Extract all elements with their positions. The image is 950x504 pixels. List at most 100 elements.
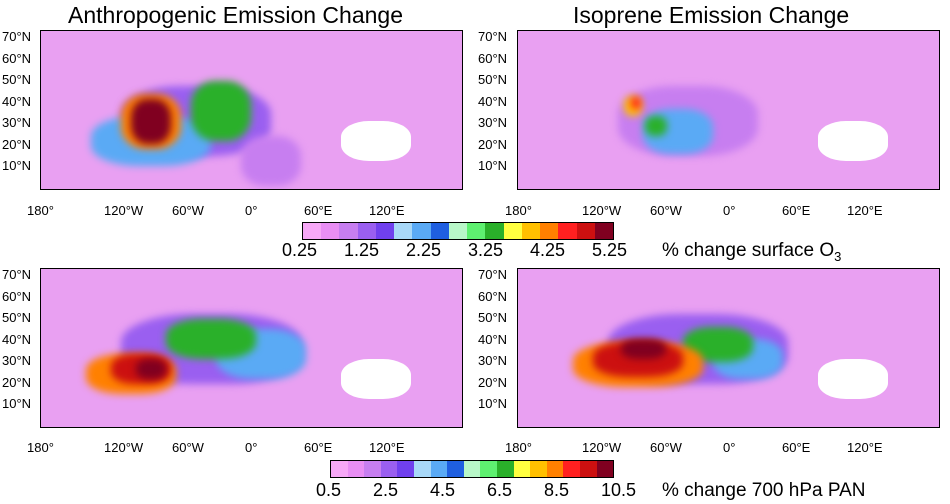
lon-label: 120°E bbox=[369, 440, 405, 455]
colorbar-tick: 6.5 bbox=[487, 480, 513, 500]
field-region bbox=[136, 359, 166, 379]
colorbar-tick: 8.5 bbox=[544, 480, 570, 500]
lon-label: 0° bbox=[723, 440, 736, 455]
colorbar-swatch bbox=[347, 461, 365, 477]
lat-label: 10°N bbox=[2, 158, 32, 173]
land-mask bbox=[341, 359, 411, 399]
colorbar-swatch bbox=[579, 461, 597, 477]
colorbar-swatch bbox=[596, 461, 614, 477]
lon-label: 120°W bbox=[582, 440, 622, 455]
colorbar-swatch bbox=[430, 461, 448, 477]
lon-label: 120°W bbox=[104, 203, 144, 218]
field-region bbox=[241, 136, 301, 186]
colorbar-swatch bbox=[339, 223, 358, 239]
left-title: Anthropogenic Emission Change bbox=[68, 2, 403, 28]
colorbar-swatch bbox=[558, 223, 577, 239]
land-mask bbox=[818, 359, 888, 399]
field-region bbox=[631, 97, 641, 109]
lon-label: 120°E bbox=[369, 203, 405, 218]
colorbar-swatch bbox=[447, 461, 464, 477]
lon-label: 180° bbox=[27, 440, 54, 455]
colorbar-tick: 4.5 bbox=[430, 480, 456, 500]
colorbar-swatch bbox=[496, 461, 514, 477]
lon-label: 0° bbox=[723, 203, 736, 218]
lat-label: 10°N bbox=[478, 158, 508, 173]
field-region bbox=[131, 98, 171, 144]
lat-label: 40°N bbox=[2, 331, 32, 347]
colorbar-swatch bbox=[503, 223, 522, 239]
lat-label: 30°N bbox=[478, 353, 508, 368]
colorbar-swatch bbox=[485, 223, 504, 239]
lat-label: 40°N bbox=[2, 93, 32, 109]
lat-label: 10°N bbox=[2, 396, 32, 411]
lat-label: 20°N bbox=[478, 136, 508, 152]
right-title: Isoprene Emission Change bbox=[573, 2, 850, 28]
colorbar-swatch bbox=[448, 223, 468, 239]
lon-label: 120°W bbox=[582, 203, 622, 218]
colorbar-tick: 5.25 bbox=[592, 240, 628, 260]
colorbar-tick: 10.5 bbox=[601, 480, 637, 500]
lon-label: 120°E bbox=[847, 440, 883, 455]
lon-label: 60°W bbox=[650, 203, 682, 218]
lon-label: 60°W bbox=[172, 203, 204, 218]
colorbar-swatch bbox=[546, 461, 564, 477]
lon-label: 60°W bbox=[650, 440, 682, 455]
colorbar-swatch bbox=[521, 223, 541, 239]
lat-label: 60°N bbox=[478, 288, 508, 304]
lat-label: 60°N bbox=[2, 288, 32, 304]
lat-label: 20°N bbox=[2, 136, 32, 152]
colorbar-swatch bbox=[413, 461, 431, 477]
lon-label: 60°E bbox=[782, 203, 811, 218]
colorbar-swatch bbox=[357, 223, 376, 239]
lon-label: 60°E bbox=[304, 440, 333, 455]
colorbar-tick: 2.5 bbox=[373, 480, 399, 500]
lon-label: 180° bbox=[505, 440, 532, 455]
lat-label: 30°N bbox=[2, 115, 32, 130]
lon-label: 120°E bbox=[847, 203, 883, 218]
colorbar-swatch bbox=[397, 461, 414, 477]
lat-label: 50°N bbox=[2, 72, 32, 87]
lon-label: 0° bbox=[245, 440, 258, 455]
colorbar-pan-label: % change 700 hPa PAN bbox=[662, 480, 866, 501]
field-region bbox=[191, 81, 251, 141]
field-region bbox=[166, 319, 256, 359]
map-panel-isoprene-o3 bbox=[517, 30, 940, 190]
lat-label: 60°N bbox=[478, 50, 508, 66]
lat-label: 50°N bbox=[478, 310, 508, 325]
land-mask bbox=[818, 121, 888, 161]
lat-label: 40°N bbox=[478, 93, 508, 109]
land-mask bbox=[341, 121, 411, 161]
colorbar-swatch bbox=[303, 223, 322, 239]
colorbar-swatch bbox=[480, 461, 497, 477]
colorbar-tick: 0.25 bbox=[282, 240, 318, 260]
colorbar-swatch bbox=[331, 461, 348, 477]
colorbar-swatch bbox=[594, 223, 613, 239]
colorbar-swatch bbox=[463, 461, 481, 477]
field-region bbox=[620, 339, 666, 359]
colorbar-swatch bbox=[375, 223, 395, 239]
colorbar-swatch bbox=[364, 461, 381, 477]
lat-label: 30°N bbox=[2, 353, 32, 368]
lon-label: 180° bbox=[505, 203, 532, 218]
colorbar-swatch bbox=[412, 223, 431, 239]
lat-label: 40°N bbox=[478, 331, 508, 347]
lat-label: 70°N bbox=[478, 267, 508, 282]
colorbar-surface-o3 bbox=[302, 222, 614, 240]
lon-label: 180° bbox=[27, 203, 54, 218]
colorbar-swatch bbox=[321, 223, 340, 239]
lon-label: 60°E bbox=[782, 440, 811, 455]
field-region bbox=[645, 116, 667, 136]
lon-label: 60°W bbox=[172, 440, 204, 455]
lat-label: 20°N bbox=[478, 374, 508, 390]
colorbar-tick: 0.5 bbox=[316, 480, 342, 500]
lon-label: 60°E bbox=[304, 203, 333, 218]
colorbar-tick: 2.25 bbox=[406, 240, 442, 260]
map-panel-isoprene-pan bbox=[517, 268, 940, 428]
colorbar-tick: 4.25 bbox=[530, 240, 566, 260]
lat-label: 50°N bbox=[2, 310, 32, 325]
colorbar-swatch bbox=[563, 461, 580, 477]
lat-label: 50°N bbox=[478, 72, 508, 87]
lat-label: 20°N bbox=[2, 374, 32, 390]
lat-label: 70°N bbox=[2, 29, 32, 44]
colorbar-swatch bbox=[530, 461, 547, 477]
